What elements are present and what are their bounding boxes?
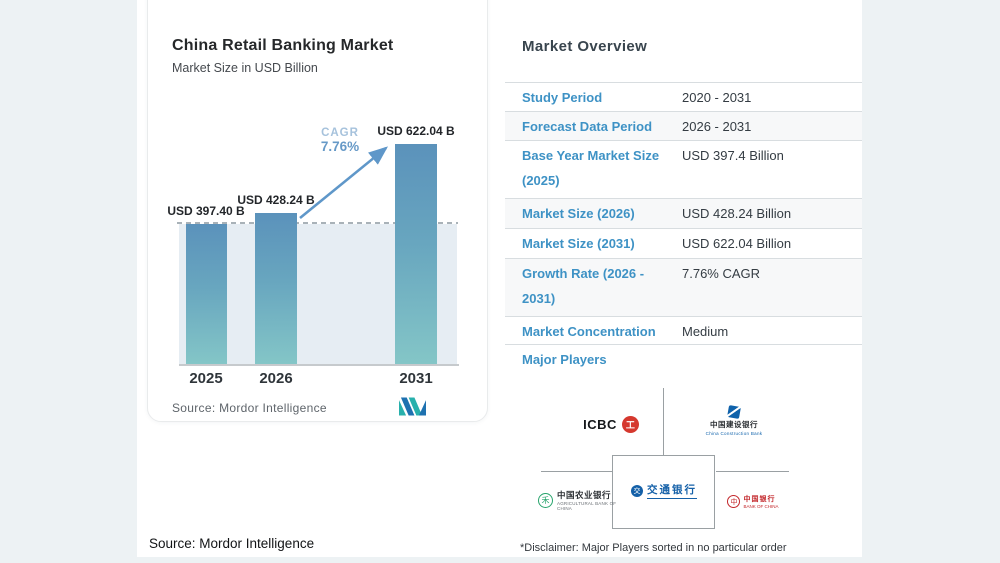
x-tick-label: 2025 [189, 370, 223, 387]
player-name: ICBC [583, 417, 617, 432]
row-value: USD 428.24 Billion [682, 206, 792, 221]
mordor-intelligence-logo-icon [399, 397, 426, 416]
table-row: Growth Rate (2026 - 2031) 7.76% CAGR [505, 259, 862, 317]
overview-table: Study Period 2020 - 2031 Forecast Data P… [505, 82, 862, 345]
x-tick-label: 2031 [399, 370, 433, 387]
disclaimer-text: *Disclaimer: Major Players sorted in no … [520, 542, 787, 554]
player-text: 中国银行 BANK OF CHINA [743, 494, 778, 509]
table-row: Market Size (2031) USD 622.04 Billion [505, 229, 862, 259]
player-bank-of-communications: 交 交通银行 [618, 482, 710, 499]
row-value: USD 397.4 Billion [682, 148, 784, 163]
cagr-label: CAGR [321, 127, 359, 139]
table-row: Market Size (2026) USD 428.24 Billion [505, 199, 862, 229]
chart-subtitle: Market Size in USD Billion [172, 61, 318, 75]
chart-bar [255, 213, 297, 365]
reference-dashed-line [177, 222, 458, 224]
player-caption: China Construction Bank [705, 431, 763, 436]
row-label: Market Size (2031) [522, 236, 635, 251]
chart-bar [186, 224, 227, 365]
row-value: Medium [682, 324, 729, 339]
boc-logo-icon: 中 [727, 495, 741, 508]
diagram-center-box [612, 455, 715, 529]
row-value: USD 622.04 Billion [682, 236, 792, 251]
player-name: 中国建设银行 [710, 420, 758, 429]
cagr-value: 7.76% [320, 139, 360, 154]
row-value: 7.76% CAGR [682, 266, 761, 281]
bar-value-label: USD 428.24 B [237, 193, 315, 207]
ccb-logo-icon [727, 405, 741, 419]
row-label: Market Concentration [522, 324, 656, 339]
table-row: Base Year Market Size (2025) USD 397.4 B… [505, 141, 862, 199]
row-value: 2026 - 2031 [682, 119, 752, 134]
table-row: Forecast Data Period 2026 - 2031 [505, 112, 862, 141]
x-tick-label: 2026 [259, 370, 293, 387]
row-value: 2020 - 2031 [682, 90, 752, 105]
growth-arrow-icon [299, 146, 389, 220]
icbc-logo-icon: 工 [621, 416, 639, 433]
diagram-horizontal-line [541, 471, 612, 472]
major-players-label: Major Players [522, 352, 607, 367]
player-name: 中国银行 [743, 496, 776, 503]
bar-value-label: USD 622.04 B [377, 124, 455, 138]
bar-value-label: USD 397.40 B [167, 204, 245, 218]
player-caption: AGRICULTURAL BANK OF CHINA [557, 501, 617, 511]
player-caption: BANK OF CHINA [743, 504, 779, 509]
chart-title: China Retail Banking Market [172, 37, 394, 54]
chart-source-text: Source: Mordor Intelligence [172, 401, 327, 415]
player-icbc: ICBC 工 [566, 416, 656, 433]
player-china-construction-bank: 中国建设银行 China Construction Bank [696, 405, 772, 436]
diagram-vertical-line [663, 388, 664, 455]
table-row: Study Period 2020 - 2031 [505, 83, 862, 112]
player-name: 交通银行 [647, 482, 697, 499]
cagr-annotation: CAGR 7.76% [308, 127, 372, 154]
row-label: Study Period [522, 90, 603, 105]
table-row: Market Concentration Medium [505, 317, 862, 345]
row-label: Forecast Data Period [522, 119, 653, 134]
player-bank-of-china: 中 中国银行 BANK OF CHINA [722, 494, 784, 509]
row-label: Market Size (2026) [522, 206, 635, 221]
player-name: 中国农业银行 [557, 490, 612, 500]
footer-source-text: Source: Mordor Intelligence [149, 536, 315, 551]
x-axis-line [179, 364, 459, 366]
abc-logo-icon: 禾 [538, 492, 553, 508]
player-agricultural-bank-of-china: 禾 中国农业银行 AGRICULTURAL BANK OF CHINA [538, 489, 626, 511]
overview-heading: Market Overview [522, 38, 648, 55]
bocom-logo-icon: 交 [631, 484, 643, 497]
row-label: Base Year Market Size (2025) [522, 148, 660, 188]
diagram-horizontal-line [716, 471, 789, 472]
row-label: Growth Rate (2026 - 2031) [522, 266, 645, 306]
player-text: 中国农业银行 AGRICULTURAL BANK OF CHINA [557, 489, 626, 511]
chart-bar [395, 144, 437, 365]
